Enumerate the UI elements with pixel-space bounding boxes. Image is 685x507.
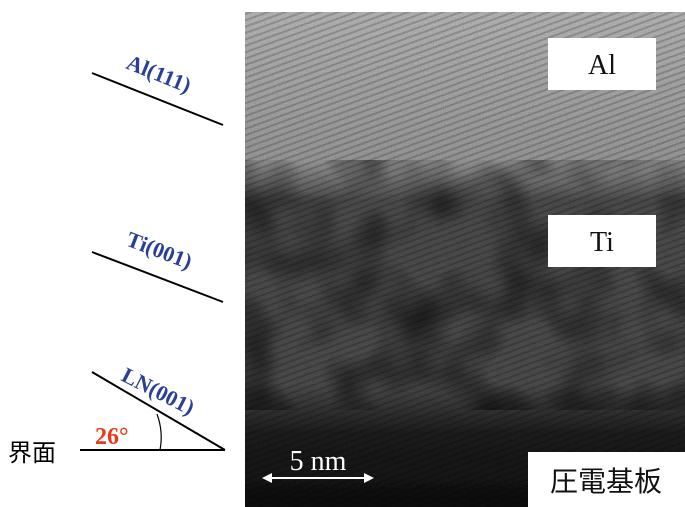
substrate-label: 圧電基板: [550, 465, 662, 498]
scale-label: 5 nm: [290, 446, 347, 477]
al-label: Al: [588, 50, 616, 81]
angle-arc: [157, 414, 161, 450]
interface-label: 界面: [8, 439, 56, 467]
ti-label: Ti: [590, 227, 614, 258]
figure: Al Ti 圧電基板 5 nm Al(111) Ti(001) LN(001) …: [0, 0, 685, 507]
plane-label: Ti(001): [123, 226, 195, 274]
angle-label: 26°: [95, 424, 129, 450]
